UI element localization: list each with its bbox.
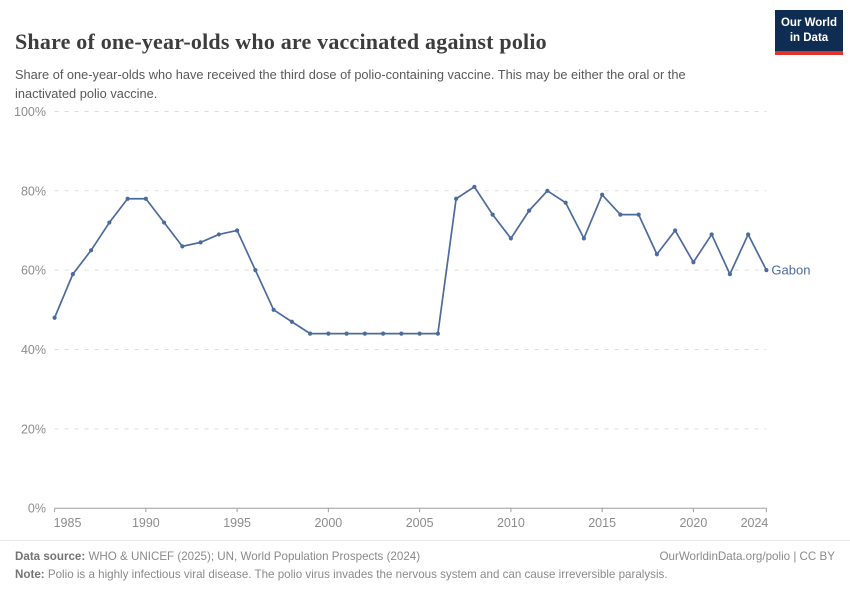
x-tick-label-2015: 2015 <box>588 516 616 530</box>
data-point-2016[interactable] <box>618 212 623 217</box>
data-point-2020[interactable] <box>691 260 696 265</box>
note-value: Polio is a highly infectious viral disea… <box>47 568 668 581</box>
data-point-1993[interactable] <box>198 240 203 245</box>
data-point-2015[interactable] <box>600 192 605 197</box>
data-point-1990[interactable] <box>143 196 148 201</box>
y-tick-label-0: 0% <box>28 502 46 516</box>
y-tick-label-80: 80% <box>21 184 46 198</box>
owid-logo[interactable]: Our World in Data <box>775 10 843 56</box>
data-point-1991[interactable] <box>162 220 167 225</box>
x-tick-label-2005: 2005 <box>406 516 434 530</box>
data-point-1992[interactable] <box>180 244 185 249</box>
data-point-1989[interactable] <box>125 196 130 201</box>
data-point-2001[interactable] <box>344 331 349 336</box>
data-point-2023[interactable] <box>746 232 751 237</box>
chart-subtitle: Share of one-year-olds who have received… <box>15 66 686 101</box>
data-point-2013[interactable] <box>563 200 568 205</box>
data-point-2003[interactable] <box>381 331 386 336</box>
note-label: Note: <box>15 568 45 581</box>
x-tick-label-2010: 2010 <box>497 516 525 530</box>
data-point-2009[interactable] <box>490 212 495 217</box>
x-tick-label-1985: 1985 <box>54 516 82 530</box>
data-point-2007[interactable] <box>454 196 459 201</box>
data-point-2012[interactable] <box>545 188 550 193</box>
owid-polio-link[interactable]: OurWorldinData.org/polio | CC BY <box>659 550 836 563</box>
data-point-2008[interactable] <box>472 184 477 189</box>
x-tick-label-2024: 2024 <box>741 516 769 530</box>
data-point-2005[interactable] <box>417 331 422 336</box>
x-tick-label-1995: 1995 <box>223 516 251 530</box>
datasource-text: Data source: WHO & UNICEF (2025); UN, Wo… <box>15 550 420 563</box>
data-point-1985[interactable] <box>52 315 57 320</box>
data-point-2014[interactable] <box>581 236 586 241</box>
data-point-2002[interactable] <box>362 331 367 336</box>
datasource-value: WHO & UNICEF (2025); UN, World Populatio… <box>88 550 421 563</box>
chart-svg[interactable]: 0% 20% 40% 60% 80% 100% 1985 1990 1995 2000 2005 20… <box>0 0 850 540</box>
data-point-1997[interactable] <box>271 307 276 312</box>
data-point-2010[interactable] <box>508 236 513 241</box>
data-point-2022[interactable] <box>727 272 732 277</box>
owid-logo-line1: Our World <box>780 17 837 29</box>
data-point-2018[interactable] <box>654 252 659 257</box>
data-point-1998[interactable] <box>289 319 294 324</box>
data-point-1988[interactable] <box>107 220 112 225</box>
owid-logo-line2: in Data <box>789 32 829 45</box>
data-point-2006[interactable] <box>435 331 440 336</box>
data-point-2021[interactable] <box>709 232 714 237</box>
data-point-2004[interactable] <box>399 331 404 336</box>
y-tick-label-60: 60% <box>21 264 46 278</box>
data-point-2019[interactable] <box>673 228 678 233</box>
data-point-1986[interactable] <box>70 272 75 277</box>
y-tick-label-40: 40% <box>21 343 46 357</box>
data-point-2017[interactable] <box>636 212 641 217</box>
page-title: Share of one-year-olds who are vaccinate… <box>15 28 547 54</box>
x-tick-label-2000: 2000 <box>314 516 342 530</box>
x-tick-label-1990: 1990 <box>132 516 160 530</box>
data-point-1987[interactable] <box>89 248 94 253</box>
entity-label[interactable]: Gabon <box>771 263 810 278</box>
trend-line-gabon <box>53 185 768 335</box>
data-point-1994[interactable] <box>216 232 221 237</box>
data-point-2000[interactable] <box>326 331 331 336</box>
datasource-label: Data source: <box>15 550 86 563</box>
y-tick-label-20: 20% <box>21 422 46 436</box>
y-tick-label-100: 100% <box>14 105 46 119</box>
chart-footer: Data source: WHO & UNICEF (2025); UN, Wo… <box>0 540 850 581</box>
note-text: Note: Polio is a highly infectious viral… <box>15 568 835 581</box>
data-point-1995[interactable] <box>235 228 240 233</box>
data-point-1996[interactable] <box>253 268 258 273</box>
data-point-1999[interactable] <box>308 331 313 336</box>
x-tick-label-2020: 2020 <box>679 516 707 530</box>
data-point-2024[interactable] <box>764 268 769 273</box>
data-point-2011[interactable] <box>527 208 532 213</box>
